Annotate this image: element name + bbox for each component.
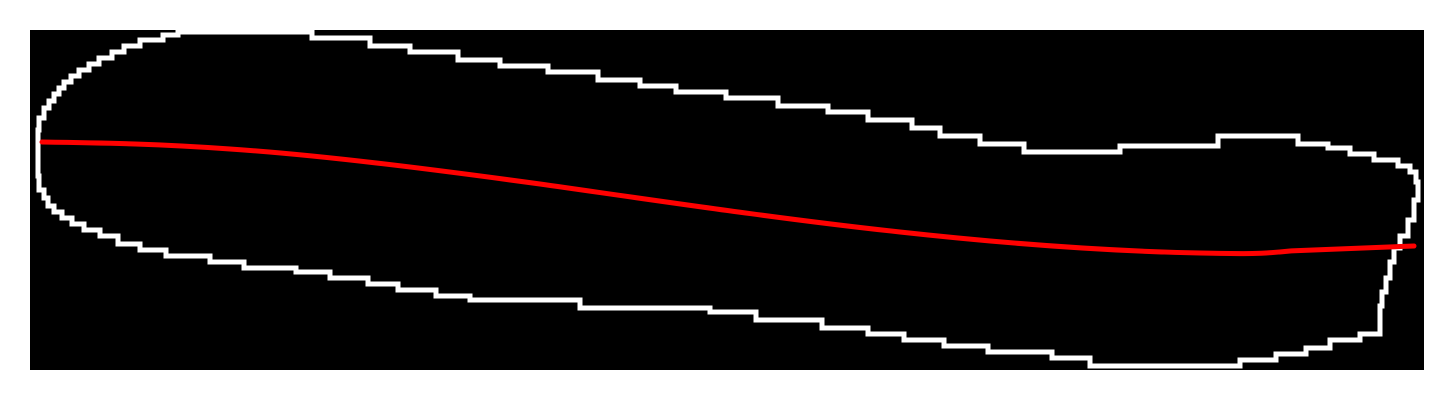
shape-centerline [39, 139, 1417, 257]
figure-background [30, 30, 1424, 370]
shape-contour [35, 29, 1421, 369]
